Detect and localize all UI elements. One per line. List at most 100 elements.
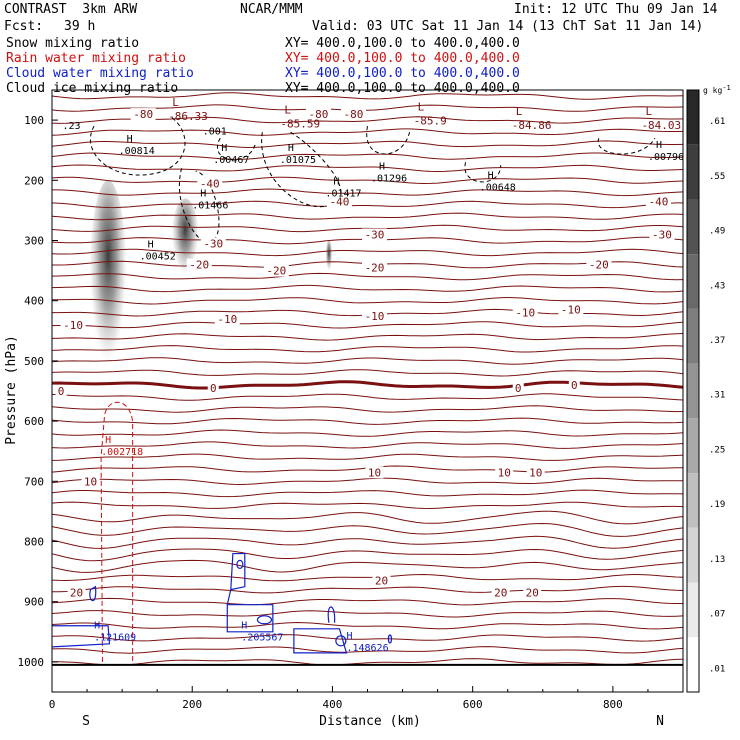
- colorbar-swatch-6: [687, 418, 699, 474]
- temperature-label-bg-4: [362, 228, 388, 241]
- temperature-label-bg-3: [200, 237, 226, 250]
- low-marker-0: L: [172, 96, 179, 109]
- ice-max-value-1: .00467: [213, 155, 249, 166]
- init-time: Init: 12 UTC Thu 09 Jan 14: [514, 2, 718, 17]
- isotherm-line-4: [51, 140, 684, 149]
- cloud-water-contour-0: [51, 625, 111, 648]
- y-tick-label-6: 700: [24, 475, 44, 488]
- temperature-label-2: -80: [308, 108, 328, 121]
- colorbar-label-8: .13: [709, 555, 725, 565]
- temperature-label-12: -20: [589, 259, 609, 272]
- temperature-label-bg-22: [81, 475, 100, 488]
- rain-water-contour: [100, 401, 134, 662]
- cloud-ice-contour-2: [217, 137, 256, 160]
- temperature-label-18: 0: [58, 385, 65, 398]
- isotherm-line-37: [51, 535, 684, 549]
- forecast-label: Fcst:: [4, 19, 44, 34]
- isotherm-line-20: [51, 333, 684, 341]
- temperature-label-13: -10: [63, 319, 83, 332]
- y-axis-label: Pressure (hPa): [4, 335, 19, 445]
- isotherm-line-42: [51, 597, 683, 606]
- colorbar-swatch-7: [687, 473, 699, 528]
- low-value-1: -85.59: [280, 117, 320, 130]
- low-value-4: -84.03: [641, 119, 681, 132]
- y-tick-label-0: 100: [24, 114, 44, 127]
- isotherm-line-41: [52, 585, 684, 594]
- temperature-label-7: -40: [649, 195, 669, 208]
- low-marker-1: L: [284, 103, 291, 116]
- temperature-label-bg-5: [649, 228, 675, 241]
- isotherm-line-43: [51, 610, 684, 618]
- ice-max-marker-4: H: [333, 176, 339, 187]
- ice-max-value-0: .00814: [119, 146, 155, 157]
- isotherm-zero: [51, 380, 684, 390]
- temperature-label-21: 0: [571, 379, 578, 392]
- field-name-rain: Rain water mixing ratio: [6, 51, 187, 66]
- cloud-ice-contour-5: [464, 162, 502, 183]
- isotherm-line-45: [51, 634, 684, 642]
- temperature-label-14: -10: [217, 313, 237, 326]
- ice-max-value-2: .01075: [280, 155, 316, 166]
- temperature-label-bg-9: [186, 258, 212, 271]
- temperature-label-5: -30: [652, 228, 672, 241]
- cloud-water-max-marker-1: H: [241, 621, 247, 632]
- colorbar-swatch-0: [687, 90, 699, 145]
- colorbar-swatch-1: [687, 144, 699, 200]
- colorbar-label-7: .19: [709, 500, 725, 510]
- temperature-label-16: -10: [515, 307, 535, 320]
- temperature-label-10: -20: [266, 265, 286, 278]
- colorbar-label-9: .07: [709, 610, 725, 620]
- field-xy-cloud-ice: XY= 400.0,100.0 to 400.0,400.0: [285, 81, 520, 96]
- cloud-water-max-value-1: .205567: [241, 633, 283, 644]
- low-marker-4: L: [645, 105, 652, 118]
- temperature-label-bg-23: [365, 466, 384, 479]
- cloud-water-contour-5: [327, 606, 336, 623]
- ice-max-value-5: .00648: [480, 182, 516, 193]
- colorbar-swatch-2: [687, 199, 699, 255]
- isotherm-line-22: [51, 357, 684, 365]
- ice-max-value-9: .001: [203, 126, 227, 137]
- colorbar-swatch-5: [687, 363, 699, 419]
- x-tick-label-0: 0: [49, 698, 56, 711]
- isotherm-line-40: [51, 573, 684, 582]
- temperature-label-bg-21: [568, 378, 580, 391]
- temperature-label-bg-1: [340, 108, 366, 121]
- rain-max-value-0: .002718: [101, 447, 143, 458]
- ice-max-marker-7: H: [656, 140, 662, 151]
- temperature-label-bg-27: [372, 574, 391, 587]
- isotherm-line-5: [51, 152, 684, 160]
- isotherm-line-33: [51, 489, 684, 498]
- cloud-water-contour-small-1: [236, 559, 244, 569]
- isotherm-line-13: [51, 248, 684, 257]
- y-tick-label-8: 900: [24, 596, 44, 609]
- isotherm-line-38: [51, 548, 684, 562]
- isotherm-line-21: [51, 345, 684, 353]
- cloud-ice-contour-0: [89, 116, 186, 176]
- ice-max-value-7: .00796: [648, 152, 684, 163]
- cloud-water-contour-small-0: [256, 615, 273, 625]
- field-name-snow: Snow mixing ratio: [6, 36, 140, 51]
- isotherm-line-30: [51, 453, 684, 461]
- temperature-label-bg-29: [523, 586, 542, 599]
- temperature-label-bg-10: [263, 264, 289, 277]
- isotherm-line-35: [51, 510, 684, 525]
- cloud-water-contour-2: [226, 604, 274, 633]
- cloud-ice-contour-3: [261, 131, 342, 208]
- temperature-label-27: 20: [375, 575, 388, 588]
- isotherm-line-7: [51, 176, 684, 185]
- temperature-label-25: 10: [529, 466, 542, 479]
- ice-max-marker-8: H: [148, 240, 154, 251]
- isotherm-line-25: [51, 393, 684, 401]
- ice-max-value-4: .01417: [325, 188, 361, 199]
- ice-max-marker-6: H: [200, 188, 206, 199]
- low-value-3: -84.86: [512, 119, 552, 132]
- colorbar-label-4: .37: [709, 336, 725, 346]
- isotherm-line-1: [51, 104, 684, 112]
- cloud-water-contour-1: [89, 585, 97, 602]
- isotherm-line-15: [51, 272, 684, 281]
- temperature-label-bg-24: [495, 466, 514, 479]
- temperature-label-bg-19: [207, 381, 219, 394]
- temperature-label-24: 10: [498, 466, 511, 479]
- y-tick-label-2: 300: [24, 235, 44, 248]
